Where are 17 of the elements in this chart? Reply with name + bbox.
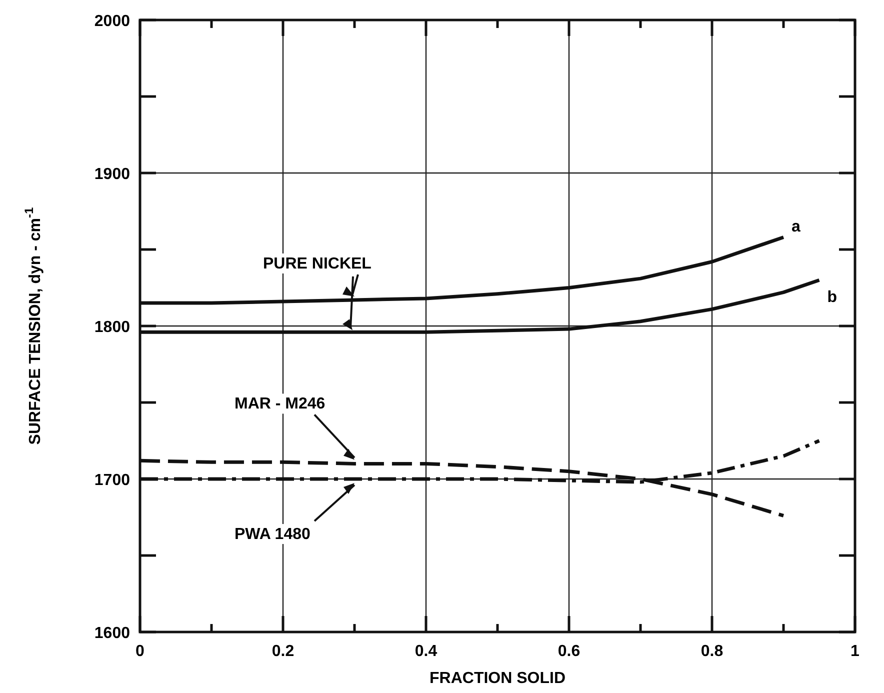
series-label: a [792, 218, 800, 236]
x-tick-label: 0.8 [700, 643, 724, 660]
y-tick-label: 1600 [94, 625, 130, 642]
y-tick-label: 1700 [94, 472, 130, 489]
x-tick-label: 0.2 [272, 643, 294, 660]
series-label: b [827, 289, 838, 306]
y-tick-label: 1800 [94, 319, 130, 336]
x-axis-title: FRACTION SOLID [430, 670, 566, 687]
x-tick-label: 0 [136, 643, 145, 660]
y-tick-label: 1900 [94, 166, 130, 183]
text: PWA 1480 [234, 526, 310, 543]
x-tick-label: 0.4 [414, 643, 438, 660]
x-tick-label: 1 [850, 643, 860, 660]
annotation: PURE NICKEL [263, 255, 372, 272]
x-tick-label: 0.6 [558, 643, 580, 660]
text: MAR - M246 [234, 396, 326, 413]
y-tick-label: 2000 [94, 13, 130, 30]
